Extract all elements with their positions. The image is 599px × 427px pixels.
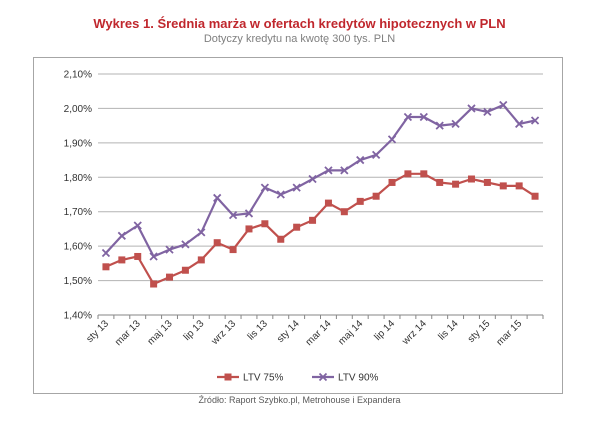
data-point-square [499,182,507,190]
data-point-square [452,180,460,188]
data-point-x [499,100,508,110]
y-tick-label: 1,80% [64,173,92,184]
data-point-x [260,183,270,192]
data-point-x [530,116,540,125]
data-point-square [467,175,475,183]
data-point-square [213,239,221,247]
data-point-x [467,104,476,113]
data-point-x [483,107,492,117]
data-point-x [101,248,111,258]
data-point-x [213,193,222,203]
data-point-square [436,178,444,186]
data-point-square [420,170,428,178]
x-tick-label: sty 13 [84,318,111,345]
y-tick-label: 1,70% [64,207,92,218]
y-tick-label: 1,40% [64,311,92,322]
data-point-square [118,256,126,264]
data-point-square [356,197,364,205]
legend-marker-x [318,372,328,382]
chart-title: Wykres 1. Średnia marża w ofertach kredy… [93,16,506,31]
data-point-x [292,183,301,192]
data-point-x [149,252,158,261]
data-point-square [229,246,237,254]
data-point-square [372,192,380,200]
y-tick-label: 1,60% [64,242,92,253]
data-point-square [150,280,158,288]
data-point-x [451,119,460,129]
data-point-square [134,252,142,260]
data-point-x [308,174,317,184]
x-tick-label: lis 13 [246,318,271,343]
chart-frame [33,57,563,394]
x-tick-label: wrz 13 [209,318,239,348]
data-point-x [324,166,333,175]
data-point-x [276,190,285,199]
data-point-x [371,150,381,160]
series-line-2 [105,103,536,258]
legend-label: LTV 75% [243,373,283,384]
x-tick-label: maj 13 [146,318,175,347]
data-point-square [515,182,523,190]
chart-subtitle: Dotyczy kredytu na kwotę 300 tys. PLN [203,33,396,45]
data-point-square [197,256,205,264]
data-point-square [483,178,491,186]
x-tick-label: mar 13 [113,318,143,348]
data-point-x [244,209,254,218]
data-point-square [309,216,317,224]
data-point-x [197,228,206,237]
x-tick-label: maj 14 [336,318,365,347]
data-point-x [228,211,238,220]
data-point-square [293,223,301,231]
x-tick-label: mar 14 [304,318,334,348]
series-line-1 [105,172,536,286]
y-tick-label: 2,00% [64,104,92,115]
legend-marker-square [224,373,232,381]
y-tick-label: 1,90% [64,138,92,149]
data-point-square [166,273,174,281]
x-tick-label: lip 14 [372,318,397,343]
data-point-x [435,121,444,130]
data-point-square [388,178,396,186]
data-point-square [261,220,269,228]
data-point-x [515,119,524,129]
data-point-x [340,166,349,175]
x-tick-label: wrz 14 [400,318,430,348]
x-tick-label: lis 14 [436,318,461,343]
data-point-square [181,266,189,274]
data-point-x [356,155,365,165]
x-tick-label: lip 13 [182,318,207,343]
x-tick-label: mar 15 [494,318,524,348]
y-tick-label: 1,50% [64,276,92,287]
source-note: Źródło: Raport Szybko.pl, Metrohouse i E… [198,395,401,405]
data-point-square [531,192,539,200]
data-point-square [340,208,348,216]
x-tick-label: sty 14 [275,318,302,345]
data-point-square [404,170,412,178]
legend-label: LTV 90% [338,373,378,384]
data-point-square [102,263,110,271]
data-point-square [324,199,332,207]
data-point-x [165,245,174,254]
x-tick-label: sty 15 [466,318,493,345]
data-point-square [277,235,285,243]
data-point-square [245,225,253,233]
y-tick-label: 2,10% [64,70,92,81]
data-point-x [181,240,190,249]
data-point-x [387,135,397,144]
data-point-x [419,112,428,122]
data-point-x [403,112,413,122]
data-point-x [133,221,142,230]
data-point-x [117,231,126,240]
